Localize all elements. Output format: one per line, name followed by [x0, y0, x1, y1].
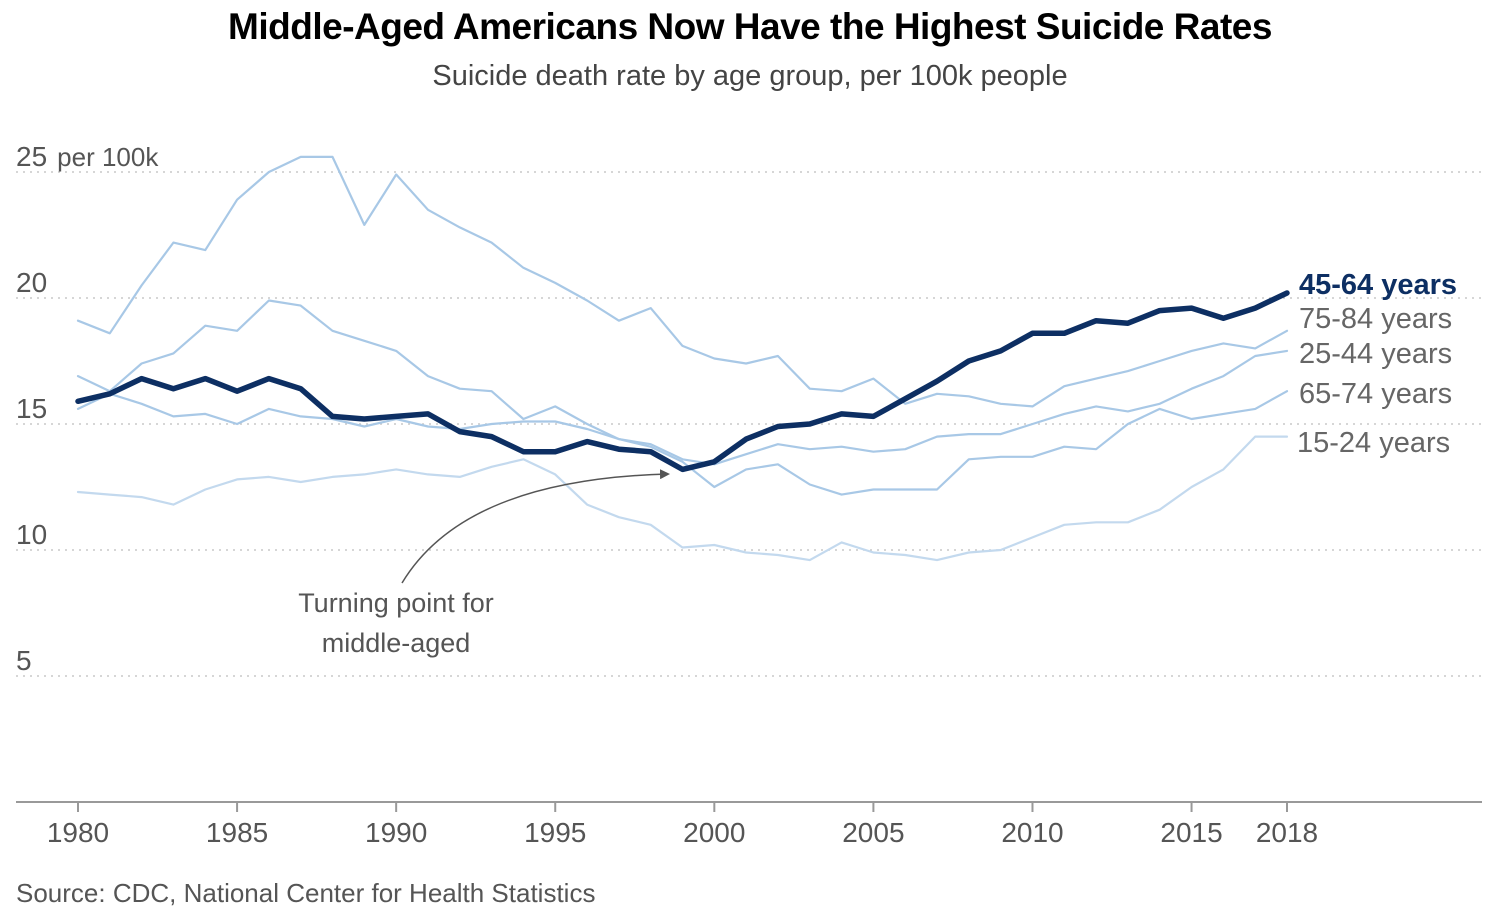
y-axis: 25 per 100k 20 15 10 5 [16, 141, 159, 676]
x-tick-2005: 2005 [842, 817, 904, 848]
x-tick-1980: 1980 [47, 817, 109, 848]
y-tick-unit: per 100k [57, 142, 159, 172]
chart-title: Middle-Aged Americans Now Have the Highe… [228, 6, 1272, 47]
turning-point-annotation: Turning point for middle-aged [298, 469, 670, 658]
annotation-text-line-2: middle-aged [322, 628, 471, 658]
series-label-65-74-years: 65-74 years [1299, 378, 1452, 410]
x-tick-2010: 2010 [1001, 817, 1063, 848]
x-tick-1995: 1995 [524, 817, 586, 848]
x-tick-2000: 2000 [683, 817, 745, 848]
series-lines [75, 155, 1290, 562]
series-line-65-74-years [76, 299, 1289, 496]
annotation-arrow [401, 469, 670, 584]
y-tick-25: 25 per 100k [16, 141, 159, 172]
series-line-45-64-years [75, 290, 1290, 473]
x-tick-2018: 2018 [1256, 817, 1318, 848]
x-tick-1990: 1990 [365, 817, 427, 848]
series-label-75-84-years: 75-84 years [1299, 303, 1452, 335]
annotation-text-line-1: Turning point for [298, 588, 494, 618]
series-line-15-24-years [76, 435, 1289, 562]
x-axis: 1980 1985 1990 1995 2000 2005 2010 2015 2018 [16, 801, 1482, 848]
x-tick-2015: 2015 [1160, 817, 1222, 848]
series-label-25-44-years: 25-44 years [1299, 338, 1452, 370]
source-note: Source: CDC, National Center for Health … [16, 878, 596, 908]
series-line-25-44-years [76, 349, 1289, 466]
series-line-75-84-years [76, 155, 1289, 408]
series-label-15-24-years: 15-24 years [1297, 427, 1450, 459]
y-tick-15: 15 [16, 393, 47, 424]
y-tick-10: 10 [16, 519, 47, 550]
y-tick-20: 20 [16, 267, 47, 298]
x-tick-1985: 1985 [206, 817, 268, 848]
y-tick-5: 5 [16, 645, 32, 676]
chart-subtitle: Suicide death rate by age group, per 100… [432, 60, 1068, 92]
series-label-45-64-years: 45-64 years [1299, 269, 1457, 301]
